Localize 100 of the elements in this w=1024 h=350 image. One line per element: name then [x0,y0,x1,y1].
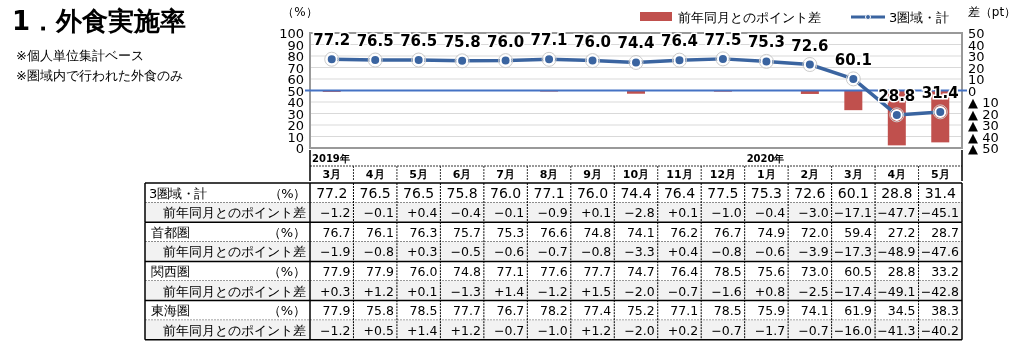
data-label: +0.2 [667,322,699,338]
data-label: −0.6 [493,244,525,260]
data-label: −3.3 [624,244,655,260]
text: 31.4 [921,83,959,102]
data-label: 76.5 [359,184,391,201]
text: 74.4 [617,34,655,53]
text: 76.0 [574,32,612,51]
x-tick-label: 9月 [583,168,602,181]
text: 77.5 [704,30,742,49]
data-label: 75.6 [757,263,786,279]
y-tick-label: 関西圏 （%） [150,263,306,279]
data-label: 28.8 [881,184,913,201]
data-label: 77.1 [533,184,565,201]
text: 2020年 [746,153,785,164]
data-label: 77.9 [322,303,351,319]
data-label: 75.3 [496,224,525,240]
data-label: −0.8 [363,244,394,260]
data-label: 77.9 [366,263,394,279]
data-label: 77.9 [322,263,351,279]
text: ※圏域内で行われた外食のみ [16,68,183,83]
data-label: −0.7 [667,283,699,299]
y-tick-label: 前年同月とのポイント差 [163,322,306,338]
data-label: −47.6 [920,244,960,260]
data-label: 75.8 [446,184,478,201]
x-tick-label: 4月 [887,168,907,181]
data-label: −3.9 [798,244,829,260]
data-label: 38.3 [931,303,959,319]
data-label: 77.7 [583,263,612,279]
data-label: −0.7 [493,322,525,338]
data-label: −2.0 [624,283,655,299]
text: 3圏域・計 （%） [149,185,306,201]
data-label: −40.2 [920,322,959,338]
data-label: 31.4 [924,184,956,201]
data-label: +1.5 [580,283,612,299]
data-label: 76.0 [576,184,609,201]
data-label: 78.2 [539,303,568,319]
y-tick-label: 首都圏 （%） [150,224,306,240]
data-label: 74.8 [583,224,612,240]
data-label: −1.7 [754,322,786,338]
data-label: −0.8 [711,244,742,260]
x-tick-label: 4月 [365,168,385,181]
data-label: +0.1 [667,205,699,221]
data-label: 77.6 [539,263,568,279]
data-label: 33.2 [931,263,959,279]
data-label: 72.6 [794,184,826,201]
data-label: 60.1 [837,184,869,201]
data-label: −1.9 [320,244,351,260]
data-label: 74.9 [757,224,786,240]
data-label: 76.7 [322,224,351,240]
y-tick-label: 前年同月とのポイント差 [163,283,306,299]
data-label: −1.0 [711,205,742,221]
x-tick-label: 12月 [709,168,737,181]
data-label: −0.7 [711,322,742,338]
text: 60.1 [834,50,872,69]
data-label: −0.8 [580,244,612,260]
data-label: +0.1 [580,205,612,221]
data-label: 74.1 [626,224,655,240]
data-label: +1.2 [363,283,394,299]
y-axis-title: （%） [282,5,318,19]
data-label: −1.3 [450,283,481,299]
data-label: −42.8 [920,283,960,299]
data-label: −1.2 [537,283,568,299]
text: 76.4 [660,32,698,51]
data-label: −0.7 [798,322,829,338]
data-label: 76.5 [403,184,435,201]
x-tick-label: 5月 [409,168,428,181]
x-tick-label: 3月 [844,168,863,181]
data-label: −1.2 [320,322,351,338]
x-tick-label: 3月 [322,168,342,181]
data-label: +1.4 [493,283,525,299]
data-label: +0.5 [363,322,394,338]
data-label: −41.3 [877,322,916,338]
data-label: +0.4 [407,205,438,221]
text: 75.3 [747,33,785,52]
data-label: 74.8 [453,263,481,279]
x-tick-label: 2月 [800,168,820,181]
data-label: 74.7 [626,263,655,279]
y-tick-label: 東海圏 （%） [150,303,306,319]
text: 75.8 [443,32,481,51]
text: 76.5 [356,32,394,51]
data-label: +0.3 [320,283,351,299]
data-label: 76.0 [490,184,522,201]
data-label: 76.1 [366,224,394,240]
data-label: +1.2 [580,322,612,338]
data-label: 76.4 [670,263,699,279]
text: 76.0 [487,32,525,51]
x-tick-label: 1月 [757,168,776,181]
data-label: 72.0 [800,224,829,240]
data-label: 76.7 [496,303,525,319]
text: 76.5 [400,32,438,51]
data-label: +0.4 [667,244,699,260]
data-label: 75.2 [626,303,655,319]
legend-label: 3圏域・計 [889,10,950,25]
data-label: 77.1 [670,303,699,319]
data-label: 76.6 [539,224,568,240]
data-label: 77.4 [583,303,612,319]
data-label: 59.4 [844,224,873,240]
data-label: 74.1 [800,303,829,319]
data-label: 75.7 [453,224,481,240]
data-label: −0.5 [450,244,481,260]
